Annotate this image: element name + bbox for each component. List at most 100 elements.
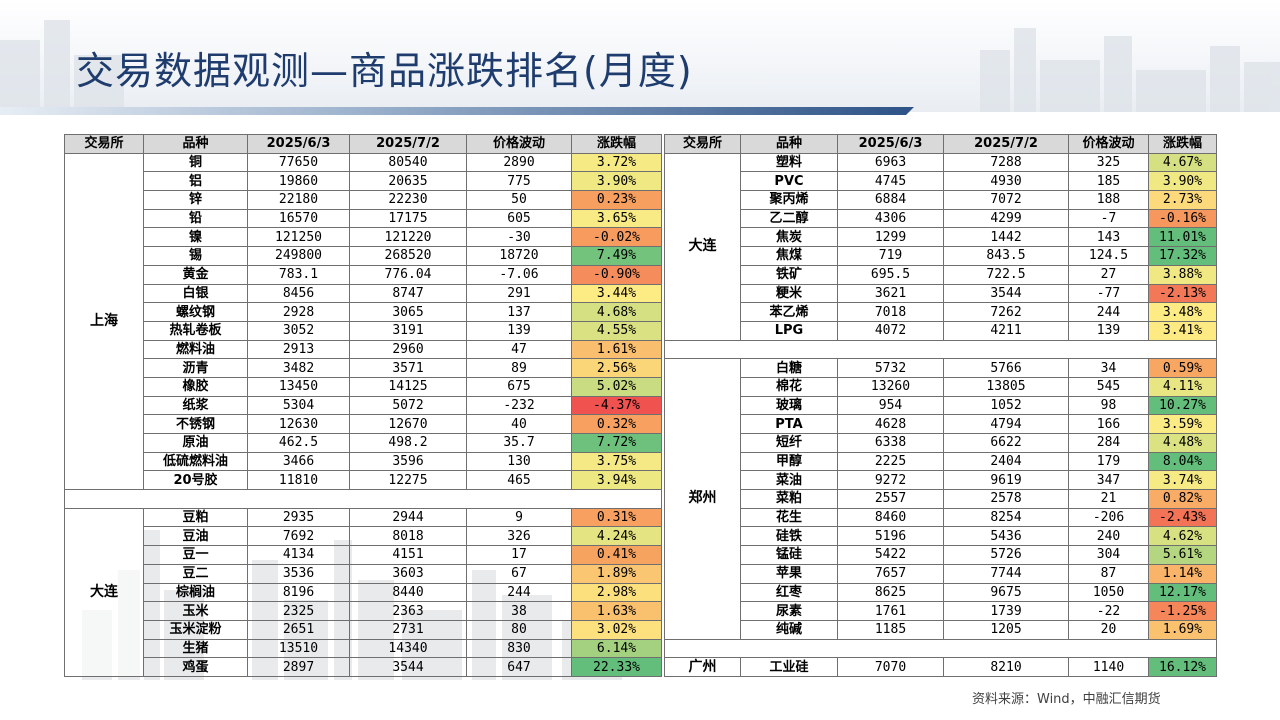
price-change-cell: -22 [1068, 601, 1149, 621]
header-cell: 2025/6/3 [837, 134, 944, 154]
product-cell: 豆油 [143, 526, 248, 547]
price-start-cell: 6338 [837, 433, 944, 453]
pct-change-cell: 2.56% [571, 358, 662, 378]
price-end-cell: 12275 [349, 470, 467, 491]
price-end-cell: 7072 [943, 190, 1069, 210]
pct-change-cell: 3.59% [1148, 414, 1217, 434]
pct-change-cell: 6.14% [571, 638, 662, 659]
pct-change-cell: -2.43% [1148, 507, 1217, 528]
product-cell: 镍 [143, 227, 248, 248]
product-cell: 棉花 [740, 376, 838, 397]
spacer-cell [664, 339, 1217, 360]
price-end-cell: 2960 [349, 339, 467, 360]
product-cell: 硅铁 [740, 526, 838, 547]
product-cell: PVC [740, 171, 838, 192]
price-start-cell: 9272 [837, 470, 944, 491]
price-change-cell: 166 [1068, 414, 1149, 434]
pct-change-cell: 8.04% [1148, 451, 1217, 472]
table-row: 棕榈油 8196 8440 244 2.98% [65, 582, 662, 603]
pct-change-cell: -0.02% [571, 227, 662, 248]
price-start-cell: 77650 [247, 152, 350, 173]
price-start-cell: 5422 [837, 545, 944, 565]
product-cell: 20号胶 [143, 470, 248, 491]
right-table: 交易所 品种 2025/6/3 2025/7/2 价格波动 涨跌幅 大连 塑料 6963 728… [664, 134, 1217, 677]
price-change-cell: 139 [1068, 320, 1149, 341]
price-change-cell: 775 [466, 171, 572, 192]
price-start-cell: 2928 [247, 302, 350, 322]
table-row: 郑州 白糖 5732 5766 34 0.59% [664, 358, 1217, 640]
price-change-cell: 18720 [466, 246, 572, 266]
table-row: 鸡蛋 2897 3544 647 22.33% [65, 657, 662, 677]
price-start-cell: 8460 [837, 507, 944, 528]
price-start-cell: 19860 [247, 171, 350, 192]
pct-change-cell: 1.63% [571, 601, 662, 621]
price-end-cell: 14125 [349, 376, 467, 397]
table-row: 大连 塑料 6963 7288 325 4.67% [664, 152, 1217, 341]
table-row: 短纤 6338 6622 284 4.48% [665, 433, 1217, 453]
price-change-cell: -7 [1068, 208, 1149, 229]
price-change-cell: 9 [466, 507, 572, 528]
product-cell: 塑料 [740, 152, 838, 173]
price-start-cell: 2913 [247, 339, 350, 360]
pct-change-cell: 3.90% [1148, 171, 1217, 192]
product-cell: 纯碱 [740, 619, 838, 640]
table-row: 苹果 7657 7744 87 1.14% [665, 563, 1217, 584]
header-cell: 价格波动 [466, 134, 572, 154]
price-end-cell: 17175 [349, 208, 467, 229]
product-cell: 热轧卷板 [143, 320, 248, 341]
table-row: 黄金 783.1 776.04 -7.06 -0.90% [65, 264, 662, 285]
product-cell: 焦炭 [740, 227, 838, 248]
product-cell: 锌 [143, 190, 248, 210]
price-end-cell: 2731 [349, 619, 467, 640]
product-cell: 短纤 [740, 433, 838, 453]
price-change-cell: 675 [466, 376, 572, 397]
price-end-cell: 4211 [943, 320, 1069, 341]
product-cell: 菜粕 [740, 489, 838, 509]
table-row: 豆油 7692 8018 326 4.24% [65, 526, 662, 547]
price-end-cell: 268520 [349, 246, 467, 266]
right-header-row: 交易所 品种 2025/6/3 2025/7/2 价格波动 涨跌幅 [664, 134, 1217, 154]
table-row: 粳米 3621 3544 -77 -2.13% [665, 283, 1217, 304]
pct-change-cell: 2.98% [571, 582, 662, 603]
product-cell: 豆二 [143, 563, 248, 584]
price-end-cell: 22230 [349, 190, 467, 210]
product-cell: 花生 [740, 507, 838, 528]
price-change-cell: -232 [466, 395, 572, 416]
pct-change-cell: 4.62% [1148, 526, 1217, 547]
price-end-cell: 14340 [349, 638, 467, 659]
right-body: 大连 塑料 6963 7288 325 4.67% PVC 4745 4930 185 3.90% 聚… [664, 152, 1217, 677]
pct-change-cell: 12.17% [1148, 582, 1217, 603]
price-change-cell: -77 [1068, 283, 1149, 304]
product-cell: 铝 [143, 171, 248, 192]
price-change-cell: 137 [466, 302, 572, 322]
price-start-cell: 695.5 [837, 264, 944, 285]
header-cell: 交易所 [664, 134, 741, 154]
price-change-cell: 188 [1068, 190, 1149, 210]
price-start-cell: 12630 [247, 414, 350, 434]
price-change-cell: -30 [466, 227, 572, 248]
price-start-cell: 4134 [247, 545, 350, 565]
product-cell: 聚丙烯 [740, 190, 838, 210]
table-row: 橡胶 13450 14125 675 5.02% [65, 376, 662, 397]
price-change-cell: 605 [466, 208, 572, 229]
price-start-cell: 249800 [247, 246, 350, 266]
price-change-cell: 27 [1068, 264, 1149, 285]
price-change-cell: 50 [466, 190, 572, 210]
pct-change-cell: 3.41% [1148, 320, 1217, 341]
pct-change-cell: 4.48% [1148, 433, 1217, 453]
price-start-cell: 5304 [247, 395, 350, 416]
pct-change-cell: 3.02% [571, 619, 662, 640]
pct-change-cell: 4.55% [571, 320, 662, 341]
price-end-cell: 5766 [943, 358, 1069, 378]
price-end-cell: 3571 [349, 358, 467, 378]
price-change-cell: 647 [466, 657, 572, 677]
price-start-cell: 954 [837, 395, 944, 416]
table-row: 生猪 13510 14340 830 6.14% [65, 638, 662, 659]
price-end-cell: 5436 [943, 526, 1069, 547]
table-row: 原油 462.5 498.2 35.7 7.72% [65, 433, 662, 453]
price-end-cell: 1739 [943, 601, 1069, 621]
table-row: PTA 4628 4794 166 3.59% [665, 414, 1217, 434]
price-start-cell: 3052 [247, 320, 350, 341]
product-cell: 红枣 [740, 582, 838, 603]
price-end-cell: 121220 [349, 227, 467, 248]
